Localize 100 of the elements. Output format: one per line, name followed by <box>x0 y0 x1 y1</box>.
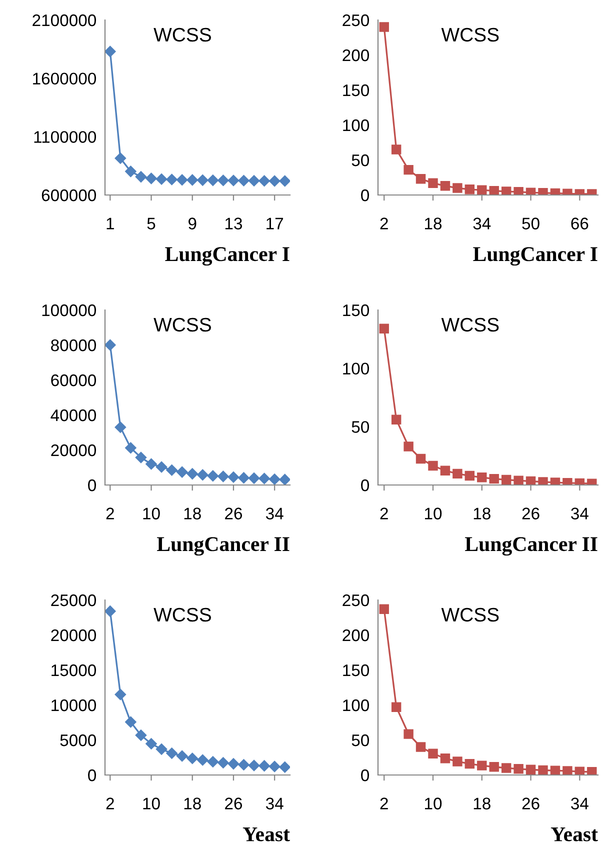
x-tick-label: 1 <box>106 218 114 230</box>
x-tick-label: 18 <box>474 508 490 520</box>
point <box>114 422 126 433</box>
y-tick-label: 200 <box>342 629 370 642</box>
point <box>228 472 240 483</box>
x-tick-label: 26 <box>522 798 540 810</box>
point <box>452 756 462 766</box>
point <box>228 174 240 186</box>
point <box>404 164 414 175</box>
point <box>404 442 414 452</box>
point <box>125 442 136 454</box>
point <box>238 175 250 186</box>
x-axis-title: LungCancer II <box>465 537 598 556</box>
point <box>176 174 188 186</box>
x-tick-label: 10 <box>425 508 442 520</box>
point <box>501 186 512 195</box>
chart-title: WCSS <box>154 608 211 622</box>
point <box>550 478 560 485</box>
y-tick-label: 50 <box>352 154 370 166</box>
x-tick-label: 2 <box>380 508 388 520</box>
x-axis-title: Yeast <box>242 827 290 842</box>
y-tick-label: 40000 <box>50 409 96 422</box>
point <box>428 460 438 471</box>
y-tick-label: 1600000 <box>33 72 96 85</box>
point <box>477 185 487 195</box>
point <box>489 186 499 195</box>
y-tick-label: 10000 <box>52 699 96 712</box>
x-tick-label: 17 <box>266 218 284 230</box>
point <box>428 748 438 759</box>
y-tick-label: 0 <box>88 479 96 492</box>
point <box>114 688 126 700</box>
x-axis-title: LungCancer I <box>165 247 290 266</box>
point <box>218 757 229 768</box>
point <box>514 476 524 485</box>
y-tick-label: 80000 <box>51 339 96 352</box>
x-tick-label: 18 <box>184 798 201 810</box>
point <box>135 452 147 464</box>
point <box>574 766 585 775</box>
y-tick-label: 2100000 <box>32 14 96 26</box>
point <box>464 758 475 769</box>
point <box>501 763 512 773</box>
point <box>464 184 475 194</box>
point <box>228 758 240 770</box>
point <box>526 188 536 195</box>
point <box>538 765 548 775</box>
point <box>176 466 188 478</box>
point <box>279 474 290 485</box>
y-tick-label: 50 <box>352 734 370 746</box>
point <box>218 470 229 482</box>
point <box>538 477 548 485</box>
point <box>176 750 188 762</box>
y-tick-label: 0 <box>361 479 370 492</box>
x-axis-title: LungCancer I <box>473 247 598 266</box>
y-tick-label: 100000 <box>42 304 96 316</box>
point <box>391 702 402 712</box>
y-tick-label: 50 <box>352 421 370 433</box>
point <box>477 472 487 482</box>
point <box>452 183 462 193</box>
x-tick-label: 50 <box>522 218 540 230</box>
point <box>279 175 290 187</box>
x-tick-label: 5 <box>147 218 156 230</box>
chart-title: WCSS <box>441 608 499 622</box>
y-tick-label: 20000 <box>51 444 96 456</box>
x-tick-label: 10 <box>143 508 160 520</box>
point <box>379 22 389 32</box>
point <box>391 414 402 425</box>
x-tick-label: 2 <box>106 798 114 810</box>
point <box>197 174 208 186</box>
point <box>416 454 426 464</box>
x-tick-label: 26 <box>225 798 242 810</box>
x-tick-label: 34 <box>571 508 588 520</box>
point <box>268 474 280 485</box>
point <box>550 766 560 775</box>
point <box>207 174 219 186</box>
point <box>489 762 499 772</box>
y-tick-label: 0 <box>361 769 370 782</box>
point <box>514 186 524 195</box>
point <box>105 339 116 351</box>
point <box>114 152 126 164</box>
point <box>526 764 536 774</box>
y-tick-label: 100 <box>343 362 370 375</box>
point <box>166 748 178 759</box>
x-tick-label: 10 <box>425 798 442 810</box>
point <box>464 470 475 481</box>
x-tick-label: 66 <box>571 218 588 230</box>
point <box>197 754 208 766</box>
point <box>186 174 198 186</box>
x-tick-label: 2 <box>380 798 388 810</box>
chart-title: WCSS <box>441 28 499 42</box>
y-tick-label: 250 <box>342 14 370 26</box>
point <box>526 476 536 485</box>
x-tick-label: 18 <box>474 798 490 810</box>
y-tick-label: 60000 <box>51 374 96 386</box>
y-tick-label: 5000 <box>60 734 96 746</box>
y-tick-label: 20000 <box>51 629 96 642</box>
x-tick-label: 2 <box>380 218 388 230</box>
point <box>146 738 157 750</box>
chart-title: WCSS <box>154 318 211 332</box>
y-tick-label: 150 <box>343 84 370 96</box>
point <box>379 604 389 614</box>
